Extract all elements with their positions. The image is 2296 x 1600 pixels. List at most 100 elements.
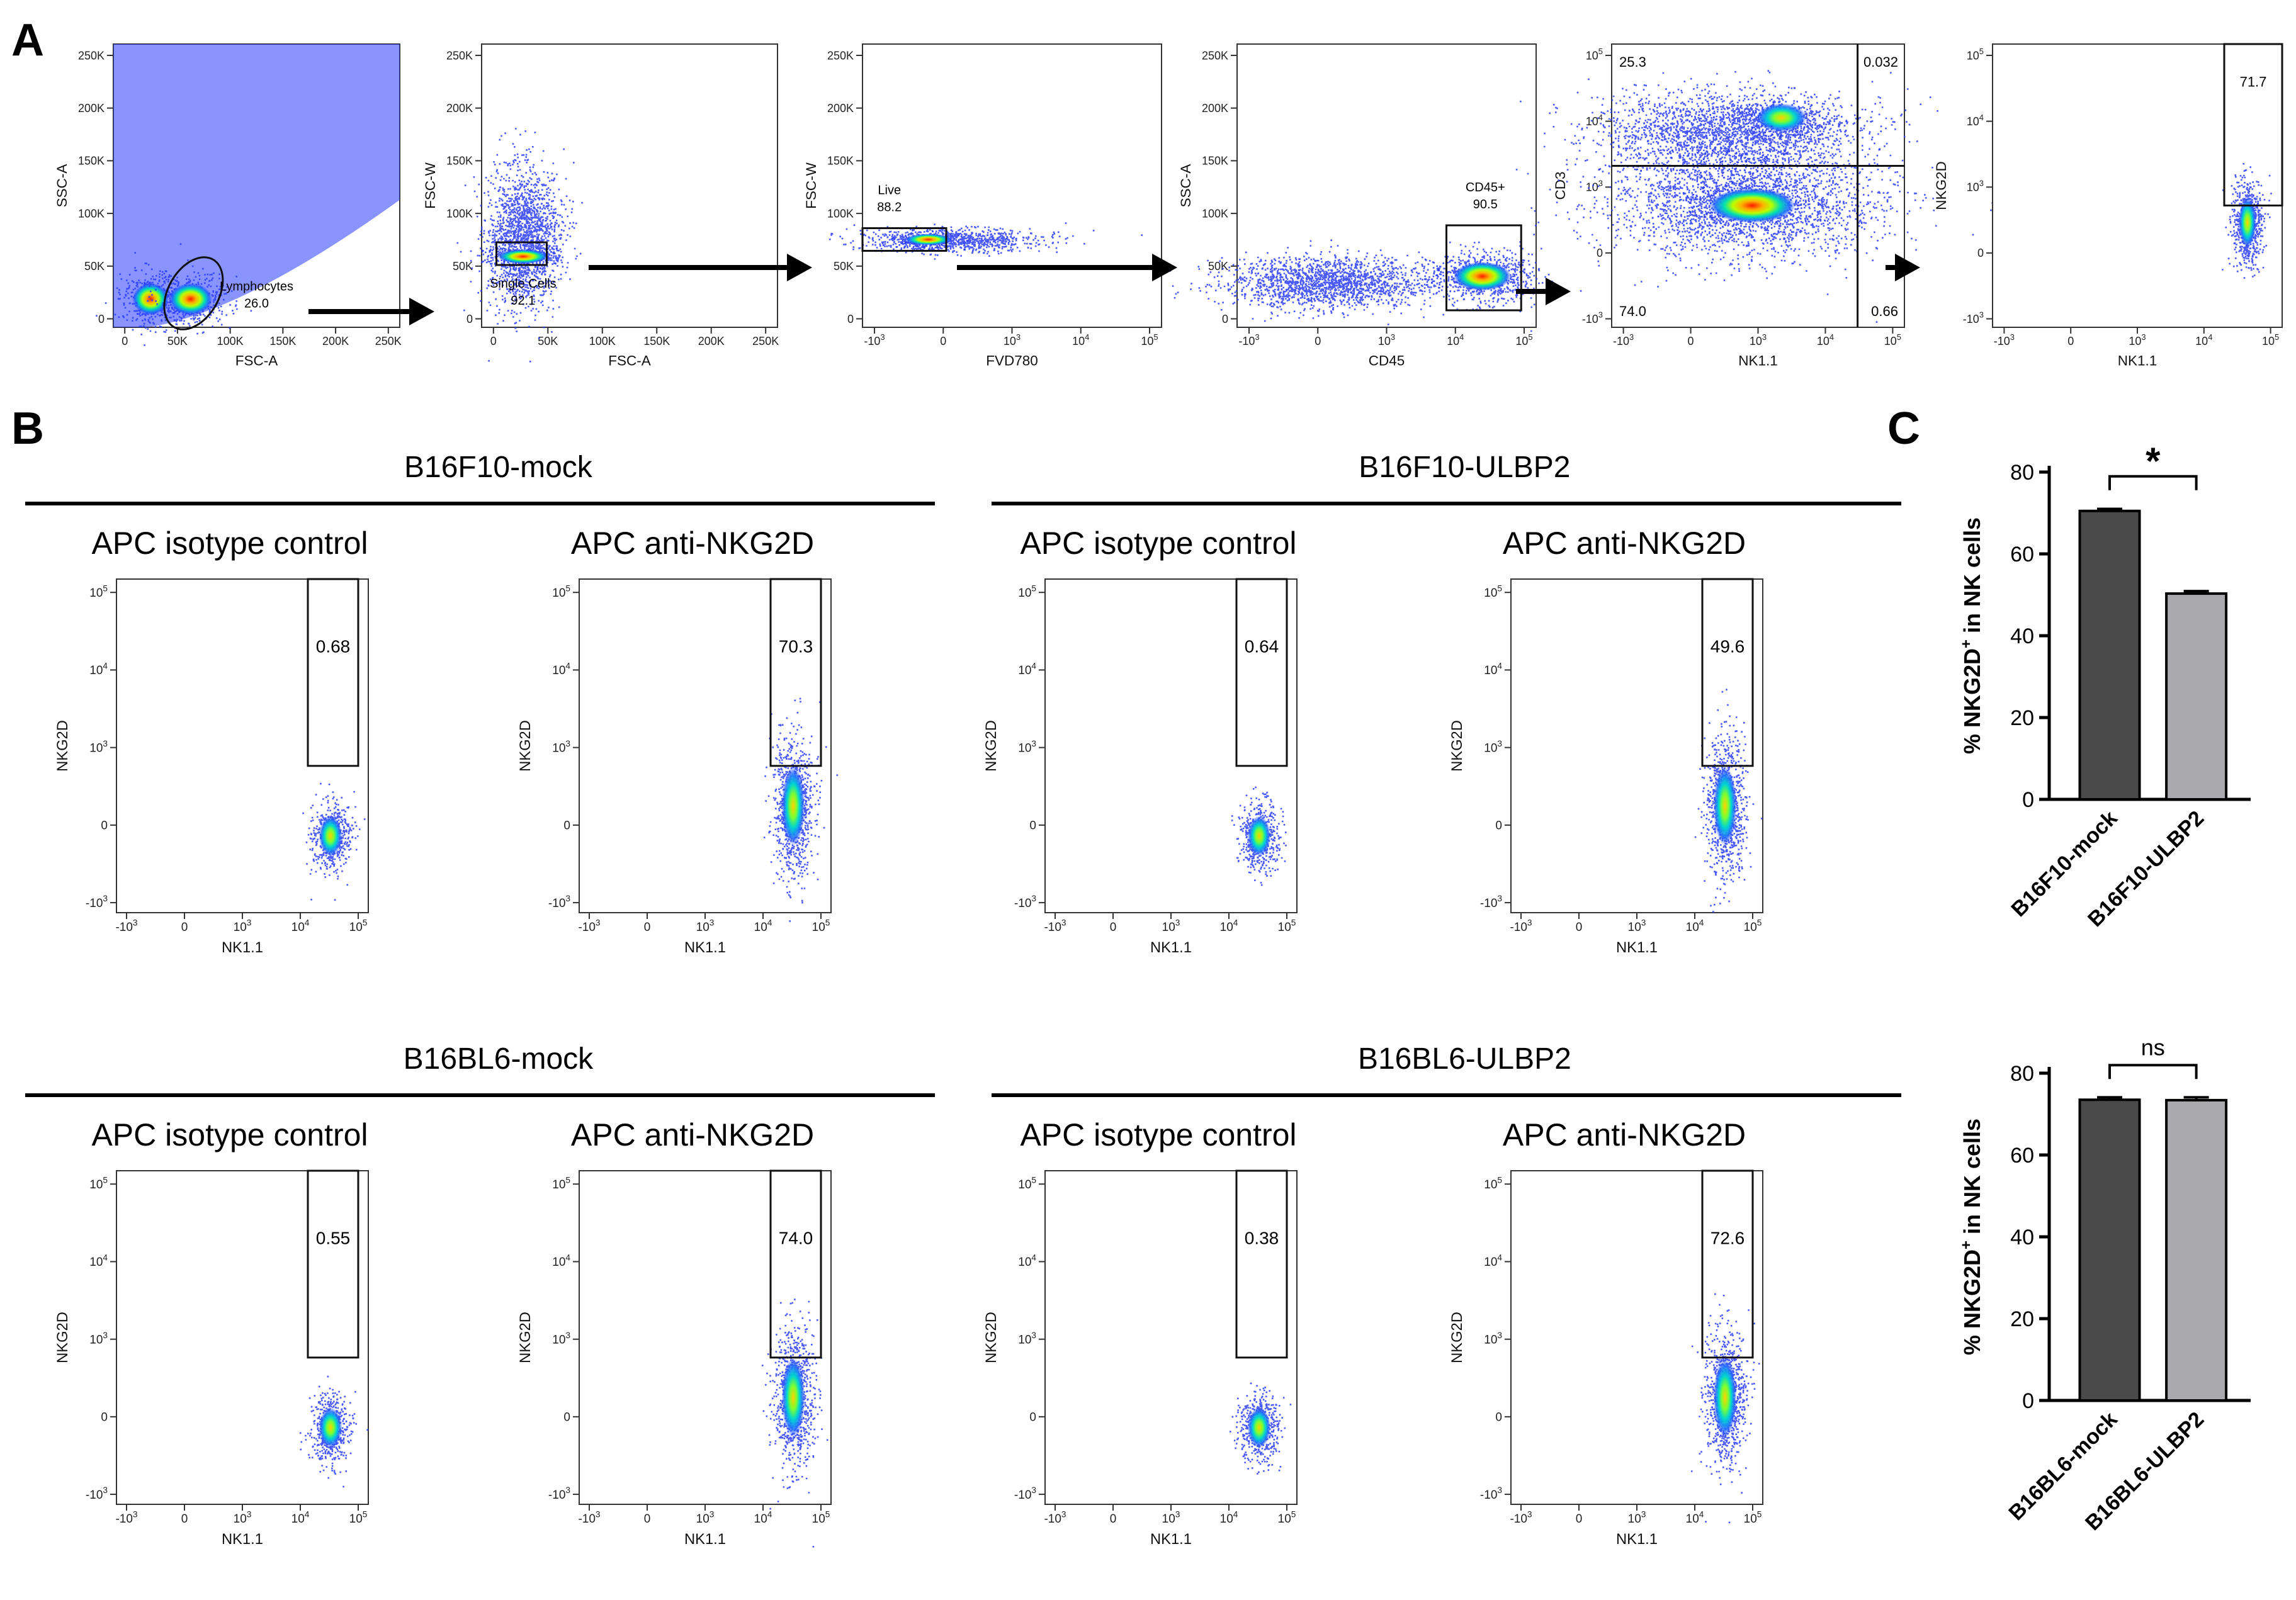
y-tick-label: -103 [1014, 1485, 1036, 1502]
event-density-background [113, 44, 400, 327]
x-tick-label: 0 [1110, 1513, 1117, 1526]
y-axis-label: CD3 [1552, 171, 1568, 200]
gate-value: 92.1 [511, 294, 535, 308]
significance-label: ns [2141, 1034, 2165, 1060]
x-tick-label: 104 [2195, 332, 2212, 347]
y-tick-label: 80 [2010, 1062, 2034, 1086]
nkg2d-positive-gate [1235, 578, 1288, 767]
x-tick-label: 105 [2262, 332, 2279, 347]
y-axis-label: % NKG2D+ in NK cells [1958, 517, 1985, 754]
cd3-positive-core [1731, 82, 1840, 154]
y-tick-label: 104 [1018, 1253, 1036, 1270]
plot-subtitle: APC anti-NKG2D [571, 1117, 814, 1152]
gating-plot-live: -103 0 103 104 105 0 50K 100K 150K 200K 250K FVD780… [803, 43, 1162, 368]
density-core [1453, 262, 1512, 291]
plot-frame [116, 578, 369, 913]
y-tick-label: 103 [552, 739, 570, 755]
x-axis-label: NK1.1 [1738, 352, 1778, 368]
y-tick-label: 150K [827, 155, 854, 167]
x-tick-label: 104 [1072, 332, 1089, 347]
x-tick-label: 100K [589, 335, 616, 347]
y-tick-label: 150K [78, 155, 105, 167]
nk-event-cloud [299, 1375, 368, 1488]
y-tick-label: 60 [2010, 1144, 2034, 1168]
panel-group-b16f10-ulbp2: B16F10-ULBP2 APC isotype control -103 0 103 1… [983, 451, 1901, 956]
y-tick-label: 200K [1202, 102, 1228, 115]
y-tick-label: 103 [1484, 739, 1502, 755]
x-tick-label: 0 [122, 335, 128, 347]
y-tick-label: 150K [1202, 155, 1228, 167]
y-tick-label: 0 [1495, 820, 1502, 833]
y-tick-label: 0 [1597, 247, 1603, 259]
x-axis-label: NK1.1 [222, 939, 263, 956]
x-axis-label: NK1.1 [1150, 1531, 1192, 1548]
gate-value: 90.5 [1473, 198, 1498, 211]
y-tick-label: 200K [446, 102, 473, 115]
x-tick-label: -103 [1510, 918, 1532, 934]
x-tick-label: 105 [1744, 918, 1762, 934]
significance-label: * [2146, 440, 2161, 482]
y-tick-label: 40 [2010, 1225, 2034, 1249]
cd45-gate [1445, 224, 1522, 312]
x-tick-label: -103 [115, 1509, 137, 1526]
y-tick-label: 100K [827, 207, 854, 220]
gate-value: 71.7 [2240, 74, 2267, 90]
x-tick-label: 104 [1686, 918, 1704, 934]
nkg2d-flow-plot: -103 0 103 104 105 -103 0 103 104 105 NK1.1 NKG2D 72… [1449, 1169, 1763, 1548]
singlet-core [460, 237, 582, 276]
gate-percentage: 70.3 [779, 637, 813, 656]
x-tick-label: 0 [1315, 335, 1321, 347]
y-tick-label: 50K [834, 260, 854, 273]
cd45-positive-cloud [1406, 241, 1554, 332]
y-tick-label: 0 [847, 313, 854, 325]
quadrant-ul-value: 25.3 [1619, 54, 1646, 70]
y-tick-label: -103 [1480, 894, 1502, 910]
y-tick-label: 0 [1029, 1411, 1036, 1424]
x-tick-label: 103 [1628, 1509, 1646, 1526]
nk-event-cloud [1231, 786, 1287, 886]
plot-frame [579, 1170, 832, 1505]
group-title: B16BL6-mock [404, 1042, 594, 1076]
plot-subtitle: APC isotype control [1020, 1117, 1296, 1152]
x-tick-label: 0 [940, 335, 946, 347]
y-tick-label: 103 [1586, 178, 1603, 193]
nk-event-cloud [762, 1299, 828, 1548]
x-tick-label: 103 [1628, 918, 1646, 934]
gating-arrow-head [1546, 278, 1571, 305]
singlet-cloud [456, 128, 583, 363]
nkg2d-positive-gate [307, 578, 359, 767]
density-core [1756, 103, 1807, 132]
event-dots [1731, 82, 1840, 154]
density-core [905, 234, 952, 245]
y-axis-label: SSC-A [54, 164, 70, 208]
y-tick-label: -103 [86, 1485, 108, 1502]
y-tick-label: -103 [548, 894, 570, 910]
plot-subtitle: APC anti-NKG2D [1503, 1117, 1746, 1152]
density-core [497, 249, 549, 264]
y-tick-label: -103 [1014, 894, 1036, 910]
y-tick-label: 105 [1018, 1175, 1036, 1192]
x-tick-label: 103 [1162, 918, 1180, 934]
x-tick-label: 103 [1004, 332, 1021, 347]
y-tick-label: 105 [552, 583, 570, 600]
x-tick-label: 103 [1750, 332, 1767, 347]
x-tick-label: -103 [1994, 332, 2015, 347]
bar-b16bl6-mock [2078, 1098, 2141, 1402]
x-tick-label: -103 [578, 918, 600, 934]
y-tick-label: 100K [78, 207, 105, 220]
x-tick-label: 0 [644, 1513, 651, 1526]
nkg2d-flow-plot: -103 0 103 104 105 -103 0 103 104 105 NK1.1 NKG2D 0.… [54, 1169, 369, 1548]
plot-subtitle: APC isotype control [91, 526, 368, 561]
singlet-gate [495, 241, 548, 266]
nkg2d-positive-gate [307, 1169, 359, 1359]
x-tick-label: 250K [375, 335, 402, 347]
gate-value: 88.2 [877, 201, 902, 215]
plot-subtitle: APC isotype control [1020, 526, 1296, 561]
density-core [319, 1407, 342, 1448]
y-tick-label: 103 [1967, 178, 1984, 193]
event-dots [1649, 167, 1843, 246]
y-tick-label: 105 [1484, 583, 1502, 600]
gating-arrow-head [1895, 254, 1920, 281]
y-tick-label: 0 [1495, 1411, 1502, 1424]
